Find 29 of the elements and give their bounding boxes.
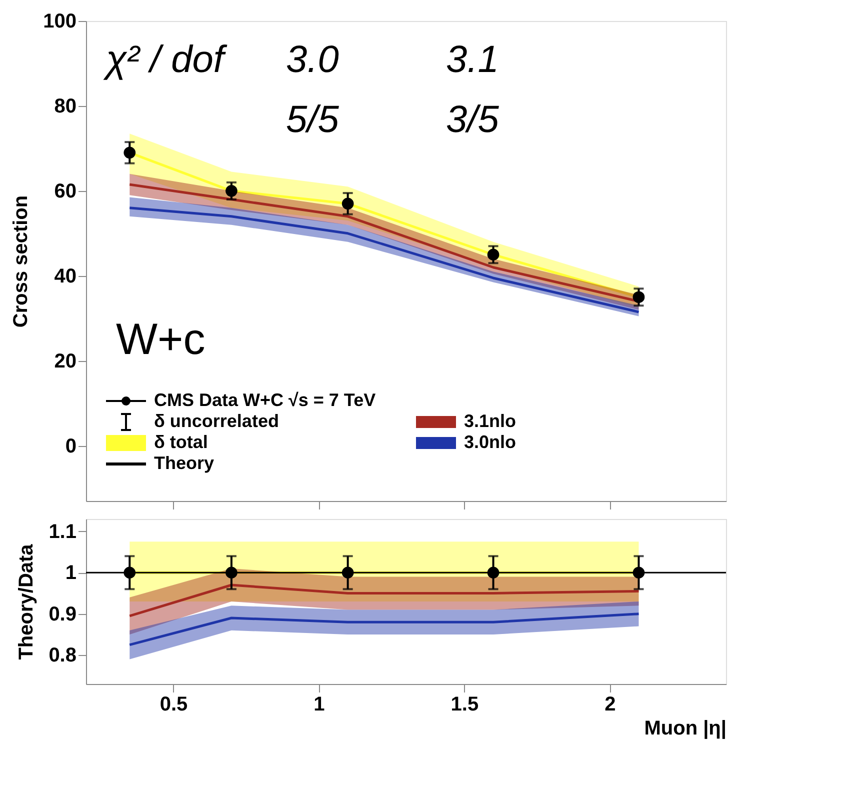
annotation: Theory: [154, 453, 214, 473]
x-tick-label: 1.5: [450, 694, 479, 716]
y-tick-label: 20: [54, 350, 76, 372]
annotation: 5/5: [286, 99, 340, 141]
y-tick-label: 100: [43, 10, 76, 32]
y-tick-label: 1.1: [48, 520, 76, 543]
annotation: 3.0: [286, 39, 339, 81]
legend-label: δ total: [154, 432, 208, 452]
y-tick-label: 60: [54, 180, 76, 202]
legend-label: 3.1nlo: [464, 411, 516, 431]
annotation: 3.1: [446, 39, 499, 81]
y-tick-label: 80: [54, 95, 76, 118]
y-tick-label: 0.8: [48, 644, 76, 667]
annotation: W+c: [116, 315, 206, 364]
y-axis-title: Theory/Data: [16, 543, 38, 660]
x-axis-title: Muon |η|: [644, 718, 726, 740]
x-tick-label: 1: [314, 694, 325, 716]
annotation: χ² / dof: [103, 39, 228, 81]
y-tick-label: 1: [65, 562, 76, 584]
annotation: 3/5: [446, 99, 500, 141]
legend-label: 3.0nlo: [464, 432, 516, 452]
x-tick-label: 2: [604, 694, 616, 716]
x-tick-label: 0.5: [160, 694, 188, 716]
y-tick-label: 0.9: [48, 603, 76, 626]
y-axis-title: Cross section: [10, 195, 32, 328]
legend-label: CMS Data W+C √s = 7 TeV: [154, 390, 376, 410]
y-tick-label: 40: [54, 265, 76, 288]
y-tick-label: 0: [65, 435, 76, 458]
annotation: δ uncorrelated: [154, 411, 279, 431]
